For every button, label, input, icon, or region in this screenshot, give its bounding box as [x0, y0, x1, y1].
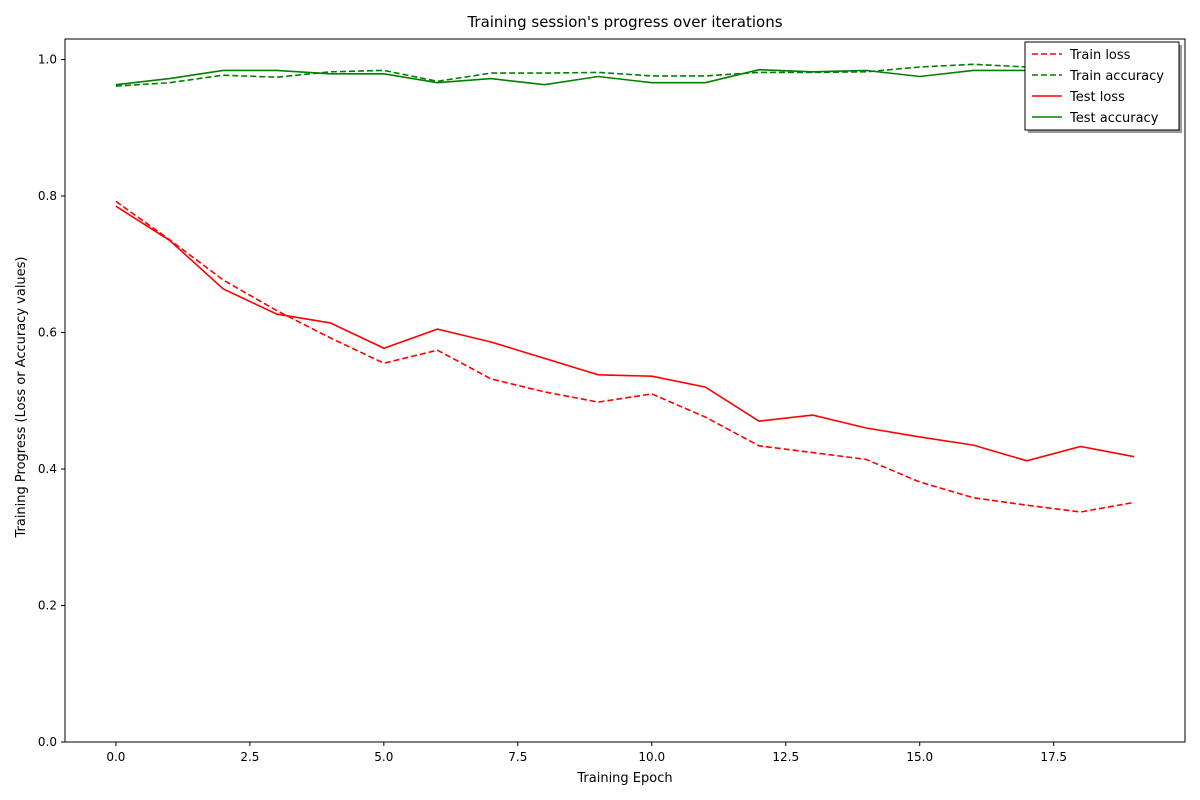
y-tick-label: 0.4: [38, 462, 57, 476]
x-tick-label: 12.5: [772, 750, 799, 764]
x-tick-label: 0.0: [106, 750, 125, 764]
legend-label: Test loss: [1069, 90, 1125, 105]
y-tick-label: 1.0: [38, 52, 57, 66]
series-line-test-accuracy: [115, 68, 1135, 86]
x-tick-label: 2.5: [240, 750, 259, 764]
plot-area: [64, 38, 1186, 743]
series-line-test-loss: [115, 205, 1135, 462]
x-tick-label: 10.0: [638, 750, 665, 764]
legend-label: Train accuracy: [1069, 69, 1164, 84]
y-tick-label: 0.2: [38, 598, 57, 612]
series-line-train-loss: [115, 200, 1135, 513]
x-tick-label: 5.0: [374, 750, 393, 764]
legend-label: Test accuracy: [1069, 111, 1159, 126]
legend-frame: [1024, 41, 1180, 131]
chart-title: Training session's progress over iterati…: [466, 13, 782, 31]
series-line-train-accuracy: [115, 61, 1135, 87]
legend: Train loss Train accuracy Test loss Test ac…: [1024, 41, 1182, 133]
y-tick-label: 0.8: [38, 189, 57, 203]
x-axis: 0.0 2.5 5.0 7.5 10.0 12.5 15.0 17.5: [106, 742, 1067, 764]
y-axis: 0.0 0.2 0.4 0.6 0.8 1.0: [38, 52, 65, 749]
plot-frame: [64, 38, 1186, 743]
y-axis-label: Training Progress (Loss or Accuracy valu…: [14, 256, 29, 538]
x-tick-label: 15.0: [906, 750, 933, 764]
x-tick-label: 7.5: [508, 750, 527, 764]
y-tick-label: 0.6: [38, 325, 57, 339]
legend-label: Train loss: [1069, 48, 1131, 63]
x-axis-label: Training Epoch: [576, 771, 672, 786]
y-tick-label: 0.0: [38, 735, 57, 749]
x-tick-label: 17.5: [1040, 750, 1067, 764]
